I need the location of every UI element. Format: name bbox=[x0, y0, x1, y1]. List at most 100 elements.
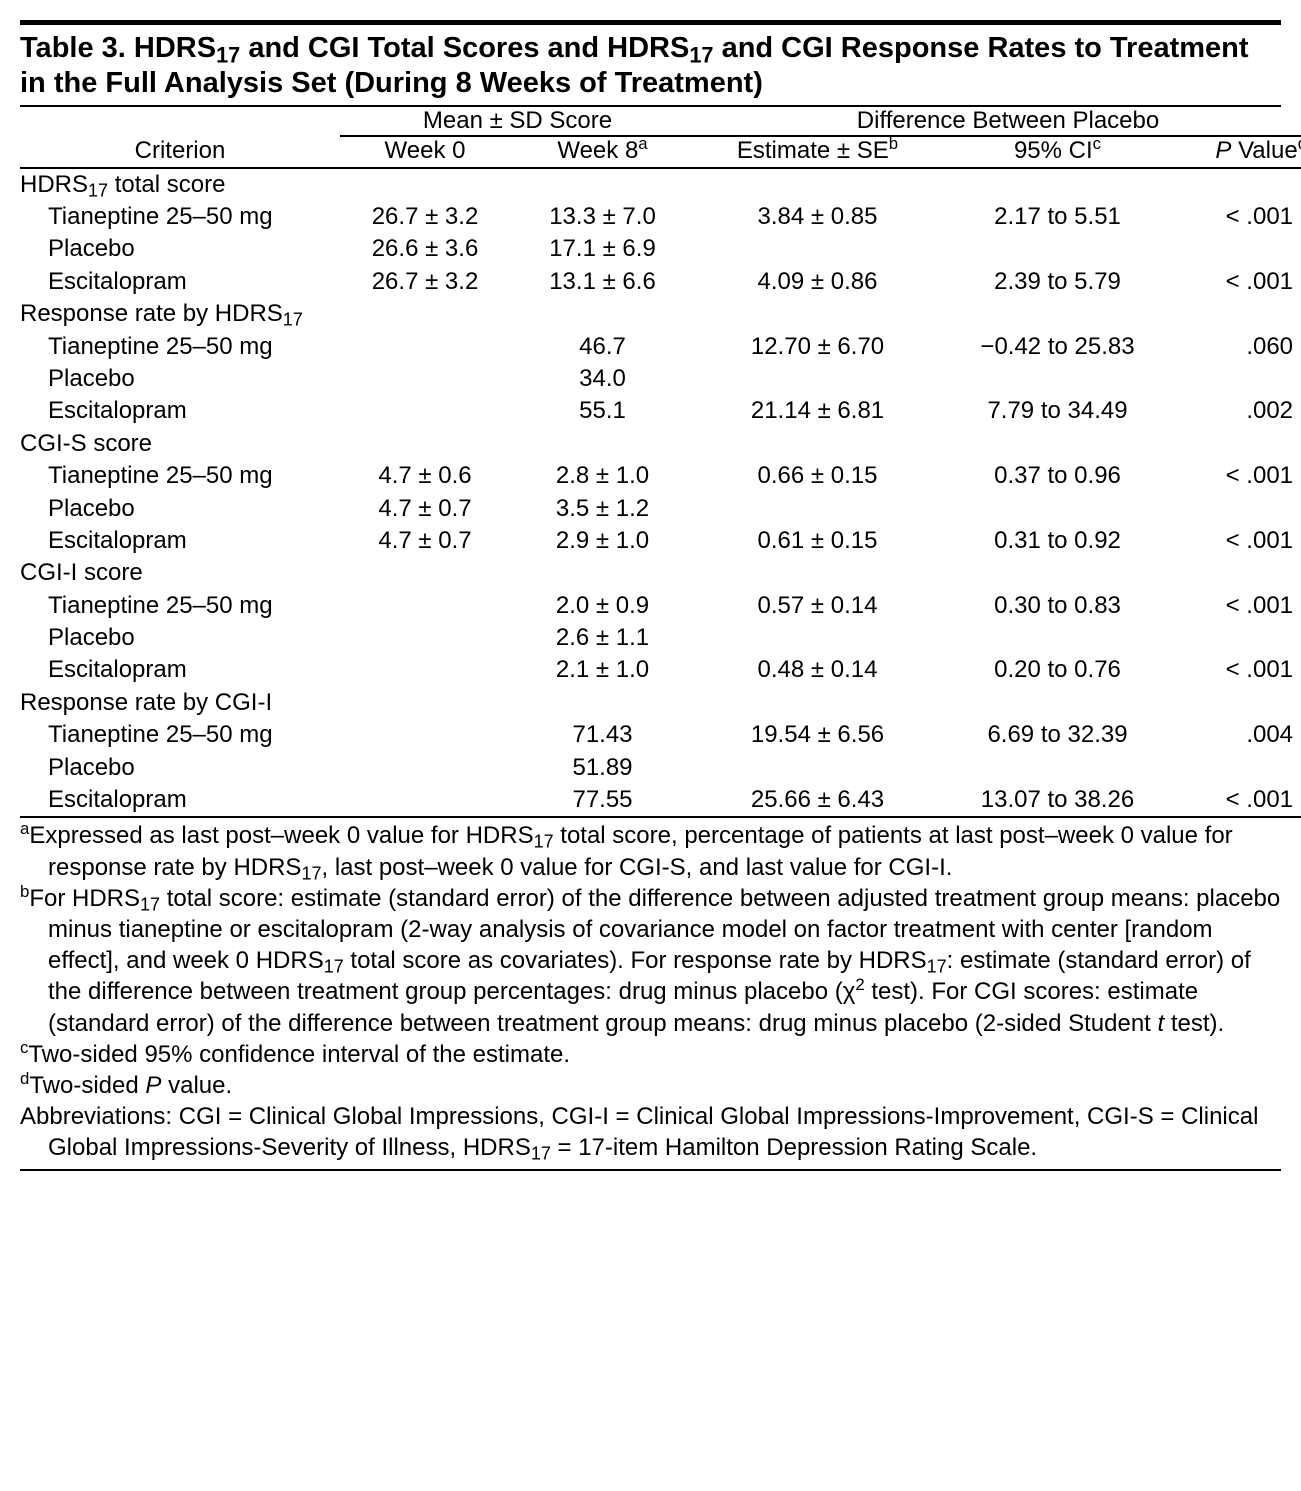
cell-estimate: 19.54 ± 6.56 bbox=[695, 719, 940, 751]
cell-week0 bbox=[340, 395, 510, 427]
table-row: Tianeptine 25–50 mg 2.0 ± 0.90.57 ± 0.140… bbox=[20, 590, 1301, 622]
cell-week8: 17.1 ± 6.9 bbox=[510, 233, 695, 265]
cell-estimate: 12.70 ± 6.70 bbox=[695, 331, 940, 363]
cell-name: Tianeptine 25–50 mg bbox=[20, 590, 340, 622]
hdr-mean-sd: Mean ± SD Score bbox=[340, 107, 695, 136]
cell-estimate bbox=[695, 622, 940, 654]
cell-week8: 46.7 bbox=[510, 331, 695, 363]
cell-estimate: 25.66 ± 6.43 bbox=[695, 784, 940, 817]
cell-week8: 13.3 ± 7.0 bbox=[510, 201, 695, 233]
cell-week8: 2.6 ± 1.1 bbox=[510, 622, 695, 654]
cell-week0 bbox=[340, 331, 510, 363]
cell-week0 bbox=[340, 719, 510, 751]
cell-name: Tianeptine 25–50 mg bbox=[20, 331, 340, 363]
cell-pvalue: < .001 bbox=[1175, 460, 1301, 492]
cell-pvalue bbox=[1175, 233, 1301, 265]
cell-ci bbox=[940, 233, 1175, 265]
table-row: Tianeptine 25–50 mg 46.712.70 ± 6.70−0.42… bbox=[20, 331, 1301, 363]
cell-ci: 6.69 to 32.39 bbox=[940, 719, 1175, 751]
cell-week0: 26.7 ± 3.2 bbox=[340, 266, 510, 298]
cell-pvalue: .060 bbox=[1175, 331, 1301, 363]
table-title: Table 3. HDRS17 and CGI Total Scores and… bbox=[20, 25, 1281, 107]
hdr-week8: Week 8a bbox=[510, 136, 695, 168]
table-row: Escitalopram4.7 ± 0.72.9 ± 1.00.61 ± 0.1… bbox=[20, 525, 1301, 557]
cell-week0: 4.7 ± 0.7 bbox=[340, 525, 510, 557]
section-header: HDRS17 total score bbox=[20, 168, 1301, 201]
cell-ci bbox=[940, 622, 1175, 654]
section-header: CGI-S score bbox=[20, 428, 1301, 460]
cell-week0 bbox=[340, 654, 510, 686]
cell-estimate bbox=[695, 493, 940, 525]
footnote: Abbreviations: CGI = Clinical Global Imp… bbox=[20, 1101, 1281, 1163]
cell-ci: −0.42 to 25.83 bbox=[940, 331, 1175, 363]
cell-week8: 13.1 ± 6.6 bbox=[510, 266, 695, 298]
cell-estimate: 0.57 ± 0.14 bbox=[695, 590, 940, 622]
hdr-blank bbox=[20, 107, 340, 136]
table-row: Escitalopram55.121.14 ± 6.817.79 to 34.4… bbox=[20, 395, 1301, 427]
data-table: Mean ± SD Score Difference Between Place… bbox=[20, 107, 1301, 819]
table-row: Placebo51.89 bbox=[20, 752, 1301, 784]
cell-ci bbox=[940, 363, 1175, 395]
cell-week0 bbox=[340, 590, 510, 622]
cell-name: Tianeptine 25–50 mg bbox=[20, 460, 340, 492]
cell-week0: 4.7 ± 0.6 bbox=[340, 460, 510, 492]
section-header: CGI-I score bbox=[20, 557, 1301, 589]
cell-pvalue: < .001 bbox=[1175, 784, 1301, 817]
cell-estimate bbox=[695, 233, 940, 265]
table-row: Placebo26.6 ± 3.617.1 ± 6.9 bbox=[20, 233, 1301, 265]
cell-ci: 2.39 to 5.79 bbox=[940, 266, 1175, 298]
cell-pvalue: .004 bbox=[1175, 719, 1301, 751]
table-row: Placebo2.6 ± 1.1 bbox=[20, 622, 1301, 654]
cell-ci: 0.30 to 0.83 bbox=[940, 590, 1175, 622]
cell-ci: 2.17 to 5.51 bbox=[940, 201, 1175, 233]
hdr-ci: 95% CIc bbox=[940, 136, 1175, 168]
table-row: Placebo4.7 ± 0.73.5 ± 1.2 bbox=[20, 493, 1301, 525]
cell-week8: 2.8 ± 1.0 bbox=[510, 460, 695, 492]
cell-ci: 0.37 to 0.96 bbox=[940, 460, 1175, 492]
hdr-week0: Week 0 bbox=[340, 136, 510, 168]
cell-estimate bbox=[695, 752, 940, 784]
cell-week8: 34.0 bbox=[510, 363, 695, 395]
cell-estimate: 0.66 ± 0.15 bbox=[695, 460, 940, 492]
cell-pvalue: < .001 bbox=[1175, 590, 1301, 622]
cell-ci: 0.31 to 0.92 bbox=[940, 525, 1175, 557]
cell-pvalue bbox=[1175, 622, 1301, 654]
cell-name: Escitalopram bbox=[20, 266, 340, 298]
hdr-pvalue: P Valued bbox=[1175, 136, 1301, 168]
cell-estimate: 0.48 ± 0.14 bbox=[695, 654, 940, 686]
cell-week0 bbox=[340, 363, 510, 395]
cell-week0: 26.7 ± 3.2 bbox=[340, 201, 510, 233]
cell-week8: 3.5 ± 1.2 bbox=[510, 493, 695, 525]
table-row: Escitalopram 2.1 ± 1.00.48 ± 0.140.20 to … bbox=[20, 654, 1301, 686]
cell-week8: 2.1 ± 1.0 bbox=[510, 654, 695, 686]
cell-pvalue bbox=[1175, 363, 1301, 395]
table-container: Table 3. HDRS17 and CGI Total Scores and… bbox=[20, 20, 1281, 1171]
cell-ci: 13.07 to 38.26 bbox=[940, 784, 1175, 817]
section-header: Response rate by CGI-I bbox=[20, 687, 1301, 719]
hdr-criterion: Criterion bbox=[20, 136, 340, 168]
cell-ci: 0.20 to 0.76 bbox=[940, 654, 1175, 686]
cell-estimate: 21.14 ± 6.81 bbox=[695, 395, 940, 427]
cell-week0 bbox=[340, 784, 510, 817]
cell-name: Placebo bbox=[20, 363, 340, 395]
hdr-diff: Difference Between Placebo bbox=[695, 107, 1301, 136]
cell-week8: 2.0 ± 0.9 bbox=[510, 590, 695, 622]
cell-name: Placebo bbox=[20, 752, 340, 784]
footnote: dTwo-sided P value. bbox=[20, 1070, 1281, 1101]
cell-estimate: 3.84 ± 0.85 bbox=[695, 201, 940, 233]
cell-name: Escitalopram bbox=[20, 654, 340, 686]
cell-pvalue bbox=[1175, 493, 1301, 525]
cell-name: Tianeptine 25–50 mg bbox=[20, 201, 340, 233]
table-row: Escitalopram26.7 ± 3.213.1 ± 6.64.09 ± 0… bbox=[20, 266, 1301, 298]
cell-estimate bbox=[695, 363, 940, 395]
cell-name: Escitalopram bbox=[20, 395, 340, 427]
cell-pvalue bbox=[1175, 752, 1301, 784]
cell-name: Placebo bbox=[20, 493, 340, 525]
cell-week0: 4.7 ± 0.7 bbox=[340, 493, 510, 525]
cell-week8: 71.43 bbox=[510, 719, 695, 751]
cell-week8: 77.55 bbox=[510, 784, 695, 817]
cell-name: Placebo bbox=[20, 233, 340, 265]
table-row: Tianeptine 25–50 mg71.4319.54 ± 6.566.69… bbox=[20, 719, 1301, 751]
cell-pvalue: < .001 bbox=[1175, 654, 1301, 686]
hdr-estimate: Estimate ± SEb bbox=[695, 136, 940, 168]
